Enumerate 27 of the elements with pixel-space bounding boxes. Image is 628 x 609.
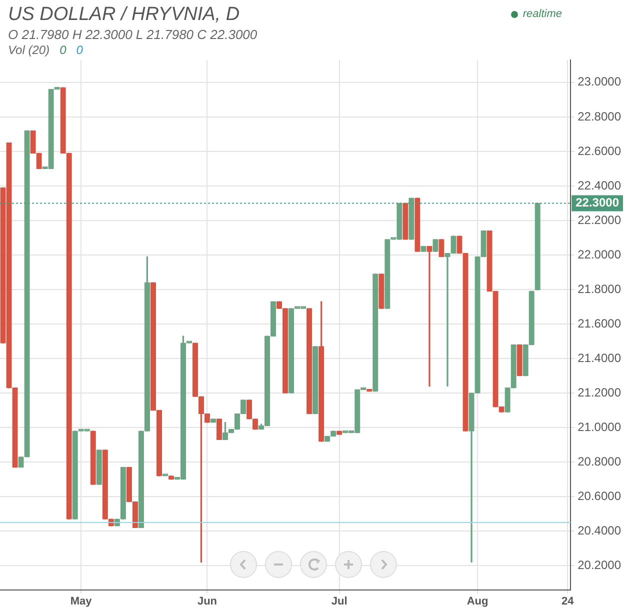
y-tick-label: 23.0000 <box>578 74 622 89</box>
x-tick-label: Jul <box>331 595 348 608</box>
text: 0 <box>60 43 66 57</box>
y-tick-label: 20.4000 <box>578 523 622 538</box>
y-tick-label: 22.8000 <box>578 109 622 124</box>
text: 0 <box>76 43 83 57</box>
y-tick-label: 20.8000 <box>578 454 622 468</box>
y-tick-label: 21.0000 <box>578 420 622 434</box>
y-tick-label: 21.8000 <box>578 282 622 296</box>
y-tick-label: 21.6000 <box>578 316 622 330</box>
y-tick-label: 22.4000 <box>578 178 622 192</box>
x-tick-label: May <box>70 595 93 608</box>
chart-title: US DOLLAR / HRYVNIA, D <box>8 4 240 26</box>
chart-subtitle: O 21.7980 H 22.3000 L 21.7980 C 22.3000 <box>8 27 258 42</box>
y-tick-label: 20.6000 <box>578 488 622 503</box>
y-tick-label: 22.2000 <box>578 212 622 227</box>
x-tick-label: Aug <box>466 595 488 608</box>
y-tick-label: 22.6000 <box>578 144 622 158</box>
ref-line-label: 22.3000 <box>576 196 620 210</box>
text: realtime <box>522 8 562 20</box>
y-tick-label: 21.2000 <box>578 385 622 400</box>
x-tick-label: Jun <box>197 595 218 608</box>
y-tick-label: 20.2000 <box>578 558 622 572</box>
text: Vol (20) <box>8 43 50 57</box>
x-tick-label: 24 <box>561 595 575 608</box>
y-tick-label: 22.0000 <box>578 247 622 262</box>
y-tick-label: 21.4000 <box>578 350 622 365</box>
